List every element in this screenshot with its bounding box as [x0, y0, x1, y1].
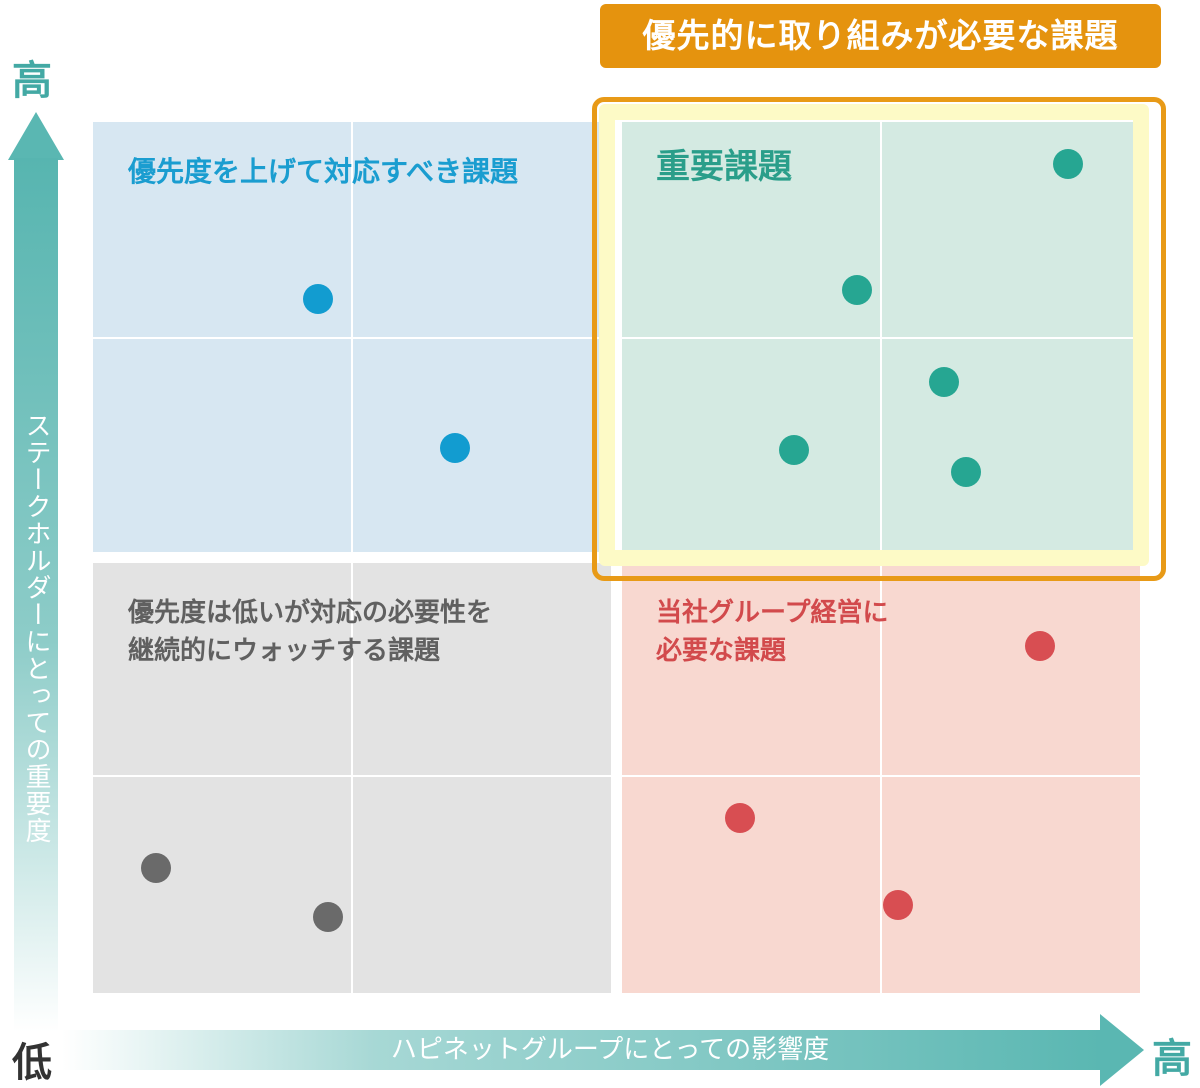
grid-line	[880, 563, 882, 993]
quadrant-label-management: 当社グループ経営に 必要な課題	[656, 594, 888, 670]
issue-point-watch	[313, 902, 343, 932]
issue-point-important	[842, 275, 872, 305]
y-axis-arrow: ステークホルダーにとっての重要度	[8, 112, 64, 1032]
issue-point-management	[725, 803, 755, 833]
x-axis-high-label: 高	[1152, 1036, 1192, 1082]
y-axis-label: ステークホルダーにとっての重要度	[21, 412, 51, 844]
quadrant-label-management-line1: 当社グループ経営に	[656, 598, 889, 628]
grid-line	[622, 337, 1140, 339]
x-axis-label: ハピネットグループにとっての影響度	[390, 1035, 830, 1065]
issue-point-important	[779, 435, 809, 465]
quadrant-label-watch-line2: 継続的にウォッチする課題	[128, 636, 441, 666]
issue-point-raise-priority	[303, 284, 333, 314]
quadrant-watch	[93, 563, 611, 993]
grid-line	[93, 775, 611, 777]
quadrant-management	[622, 563, 1140, 993]
grid-line	[351, 563, 353, 993]
y-axis-high-label: 高	[12, 58, 52, 104]
quadrant-label-important: 重要課題	[656, 147, 792, 187]
priority-frame-highlight	[599, 104, 1149, 566]
grid-line	[622, 775, 1140, 777]
quadrant-label-management-line2: 必要な課題	[656, 636, 787, 666]
priority-frame	[592, 97, 1166, 581]
issue-point-management	[883, 890, 913, 920]
x-axis-arrowhead	[1100, 1014, 1144, 1086]
issue-point-raise-priority	[440, 433, 470, 463]
issue-point-watch	[141, 853, 171, 883]
grid-line	[93, 337, 611, 339]
quadrant-raise-priority	[93, 122, 611, 552]
priority-banner: 優先的に取り組みが必要な課題	[600, 4, 1161, 68]
quadrant-label-watch: 優先度は低いが対応の必要性を 継続的にウォッチする課題	[128, 594, 492, 670]
y-axis-arrowhead	[8, 112, 64, 160]
issue-point-important	[929, 367, 959, 397]
axis-low-label: 低	[12, 1040, 52, 1086]
x-axis-shaft	[62, 1030, 1102, 1070]
issue-point-important	[1053, 149, 1083, 179]
issue-point-important	[951, 457, 981, 487]
quadrant-label-watch-line1: 優先度は低いが対応の必要性を	[128, 598, 493, 628]
quadrant-label-raise-priority: 優先度を上げて対応すべき課題	[128, 155, 519, 188]
y-axis-shaft	[14, 158, 58, 1032]
quadrant-important	[622, 122, 1140, 552]
issue-point-management	[1025, 631, 1055, 661]
